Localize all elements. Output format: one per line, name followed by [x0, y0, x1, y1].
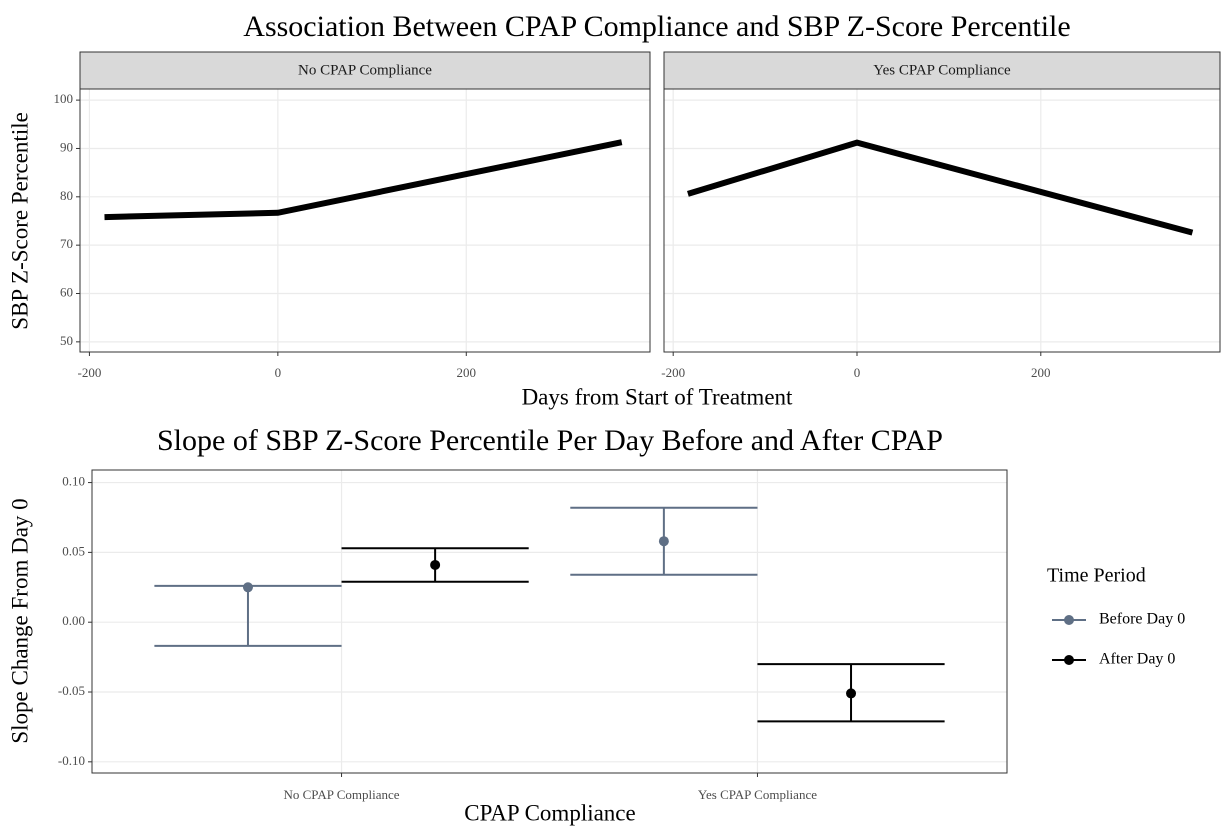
y-tick-label: 60	[60, 284, 73, 299]
legend-point	[1064, 655, 1074, 665]
panel-border	[663, 88, 1221, 353]
line	[687, 139, 1194, 236]
x-tick-label: 0	[275, 365, 282, 380]
chart-title: Slope of SBP Z-Score Percentile Per Day …	[157, 424, 943, 457]
y-tick-label: 50	[60, 333, 73, 348]
y-tick-label: -0.05	[58, 683, 85, 698]
panel	[664, 89, 1220, 352]
x-tick-label: 200	[457, 365, 477, 380]
x-axis-label: Days from Start of Treatment	[522, 384, 793, 409]
chart-title: Association Between CPAP Compliance and …	[243, 10, 1070, 43]
point	[242, 582, 253, 593]
strip-label: Yes CPAP Compliance	[873, 62, 1011, 78]
legend-point	[1064, 615, 1074, 625]
y-tick-label: -0.10	[58, 753, 85, 768]
line	[104, 139, 623, 221]
legend-title: Time Period	[1047, 565, 1146, 587]
point	[658, 536, 669, 547]
y-tick-label: 0.00	[62, 613, 85, 628]
y-axis-label: SBP Z-Score Percentile	[7, 112, 32, 330]
legend-label: After Day 0	[1099, 651, 1175, 668]
x-axis-label: CPAP Compliance	[464, 800, 635, 825]
y-tick-label: 0.05	[62, 543, 85, 558]
point	[846, 688, 857, 699]
x-tick-label: -200	[77, 365, 101, 380]
strip-label: No CPAP Compliance	[298, 62, 432, 78]
y-tick-label: 90	[60, 139, 73, 154]
y-tick-label: 100	[54, 91, 74, 106]
y-tick-label: 0.10	[62, 474, 85, 489]
x-tick-label: 200	[1031, 365, 1051, 380]
x-tick-label: Yes CPAP Compliance	[698, 787, 817, 802]
x-tick-label: No CPAP Compliance	[284, 787, 400, 802]
point	[430, 559, 441, 570]
x-tick-label: 0	[854, 365, 861, 380]
panel-border	[79, 88, 651, 353]
panel	[80, 89, 650, 352]
y-tick-label: 70	[60, 236, 73, 251]
panel-border	[91, 469, 1008, 774]
x-tick-label: -200	[661, 365, 685, 380]
panel	[92, 470, 1007, 773]
strip	[79, 51, 651, 90]
legend-label: Before Day 0	[1099, 611, 1185, 628]
y-tick-label: 80	[60, 188, 73, 203]
y-axis-label: Slope Change From Day 0	[7, 498, 32, 743]
